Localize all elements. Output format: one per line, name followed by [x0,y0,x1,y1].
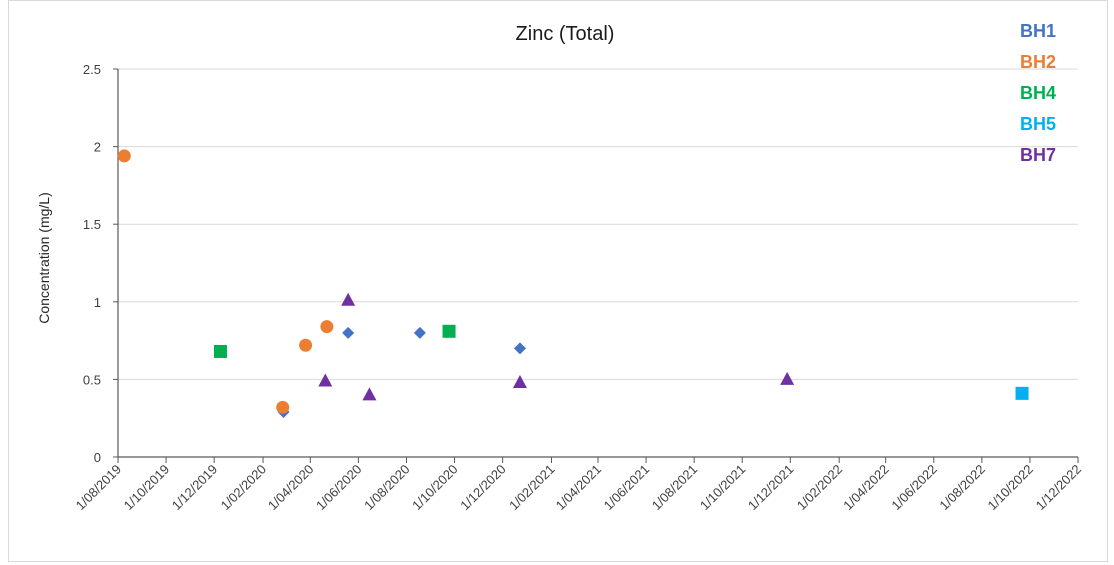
x-tick-label: 1/12/2022 [1033,462,1085,514]
chart-title: Zinc (Total) [516,23,615,45]
x-tick-label: 1/08/2019 [73,462,125,514]
data-point-bh5 [1015,386,1029,400]
x-tick-label: 1/08/2022 [936,462,988,514]
x-tick-label: 1/06/2020 [313,462,365,514]
x-tick-label: 1/04/2021 [553,462,605,514]
x-tick-label: 1/10/2019 [121,462,173,514]
data-point-bh7 [318,373,333,387]
data-point-bh7 [341,292,356,306]
data-point-bh2 [117,149,131,163]
x-tick-label: 1/06/2021 [601,462,653,514]
data-point-bh4 [213,344,227,358]
data-point-bh2 [276,400,290,414]
gridlines [118,68,1078,380]
y-axis-title: Concentration (mg/L) [36,192,52,324]
x-tick-label: 1/10/2021 [697,462,749,514]
x-tick-label: 1/06/2022 [888,462,940,514]
x-tick-label: 1/08/2020 [361,462,413,514]
legend-entry-bh7: BH7 [1020,145,1056,165]
x-tick-label: 1/08/2021 [649,462,701,514]
x-axis-ticks: 1/08/20191/10/20191/12/20191/02/20201/04… [73,457,1085,514]
y-axis-ticks: 0 0.5 1 1.5 2 2.5 [83,62,118,465]
legend-entry-bh1: BH1 [1020,21,1056,41]
legend-entry-bh5: BH5 [1020,114,1056,134]
data-point-bh1 [513,342,526,355]
x-tick-label: 1/04/2020 [265,462,317,514]
y-tick-label: 0 [94,450,101,465]
series-bh5 [1015,386,1029,400]
data-point-bh2 [320,320,334,334]
x-tick-label: 1/02/2020 [218,462,270,514]
y-tick-label: 1.5 [83,217,101,232]
data-point-bh1 [342,326,355,339]
legend-entry-bh4: BH4 [1020,83,1056,103]
data-point-bh2 [299,338,313,352]
x-tick-label: 1/12/2019 [169,462,221,514]
series-bh2 [117,149,334,414]
y-tick-label: 2.5 [83,62,101,77]
y-tick-label: 2 [94,140,101,155]
chart-frame [8,0,1108,562]
data-points [117,149,1029,418]
x-tick-label: 1/12/2021 [745,462,797,514]
x-tick-label: 1/10/2022 [985,462,1037,514]
x-tick-label: 1/10/2020 [409,462,461,514]
y-tick-label: 1 [94,295,101,310]
legend-entry-bh2: BH2 [1020,52,1056,72]
data-point-bh1 [413,326,426,339]
x-tick-label: 1/02/2021 [506,462,558,514]
series-bh4 [213,324,456,358]
x-tick-label: 1/04/2022 [840,462,892,514]
y-tick-label: 0.5 [83,372,101,387]
series-bh7 [318,292,795,401]
data-point-bh7 [512,375,527,389]
series-bh1 [277,326,526,418]
data-point-bh4 [442,324,456,338]
x-tick-label: 1/12/2020 [457,462,509,514]
data-point-bh7 [362,387,377,401]
legend: BH1 BH2 BH4 BH5 BH7 [1020,21,1056,165]
data-point-bh7 [780,371,795,385]
x-tick-label: 1/02/2022 [794,462,846,514]
axes [117,69,1078,458]
